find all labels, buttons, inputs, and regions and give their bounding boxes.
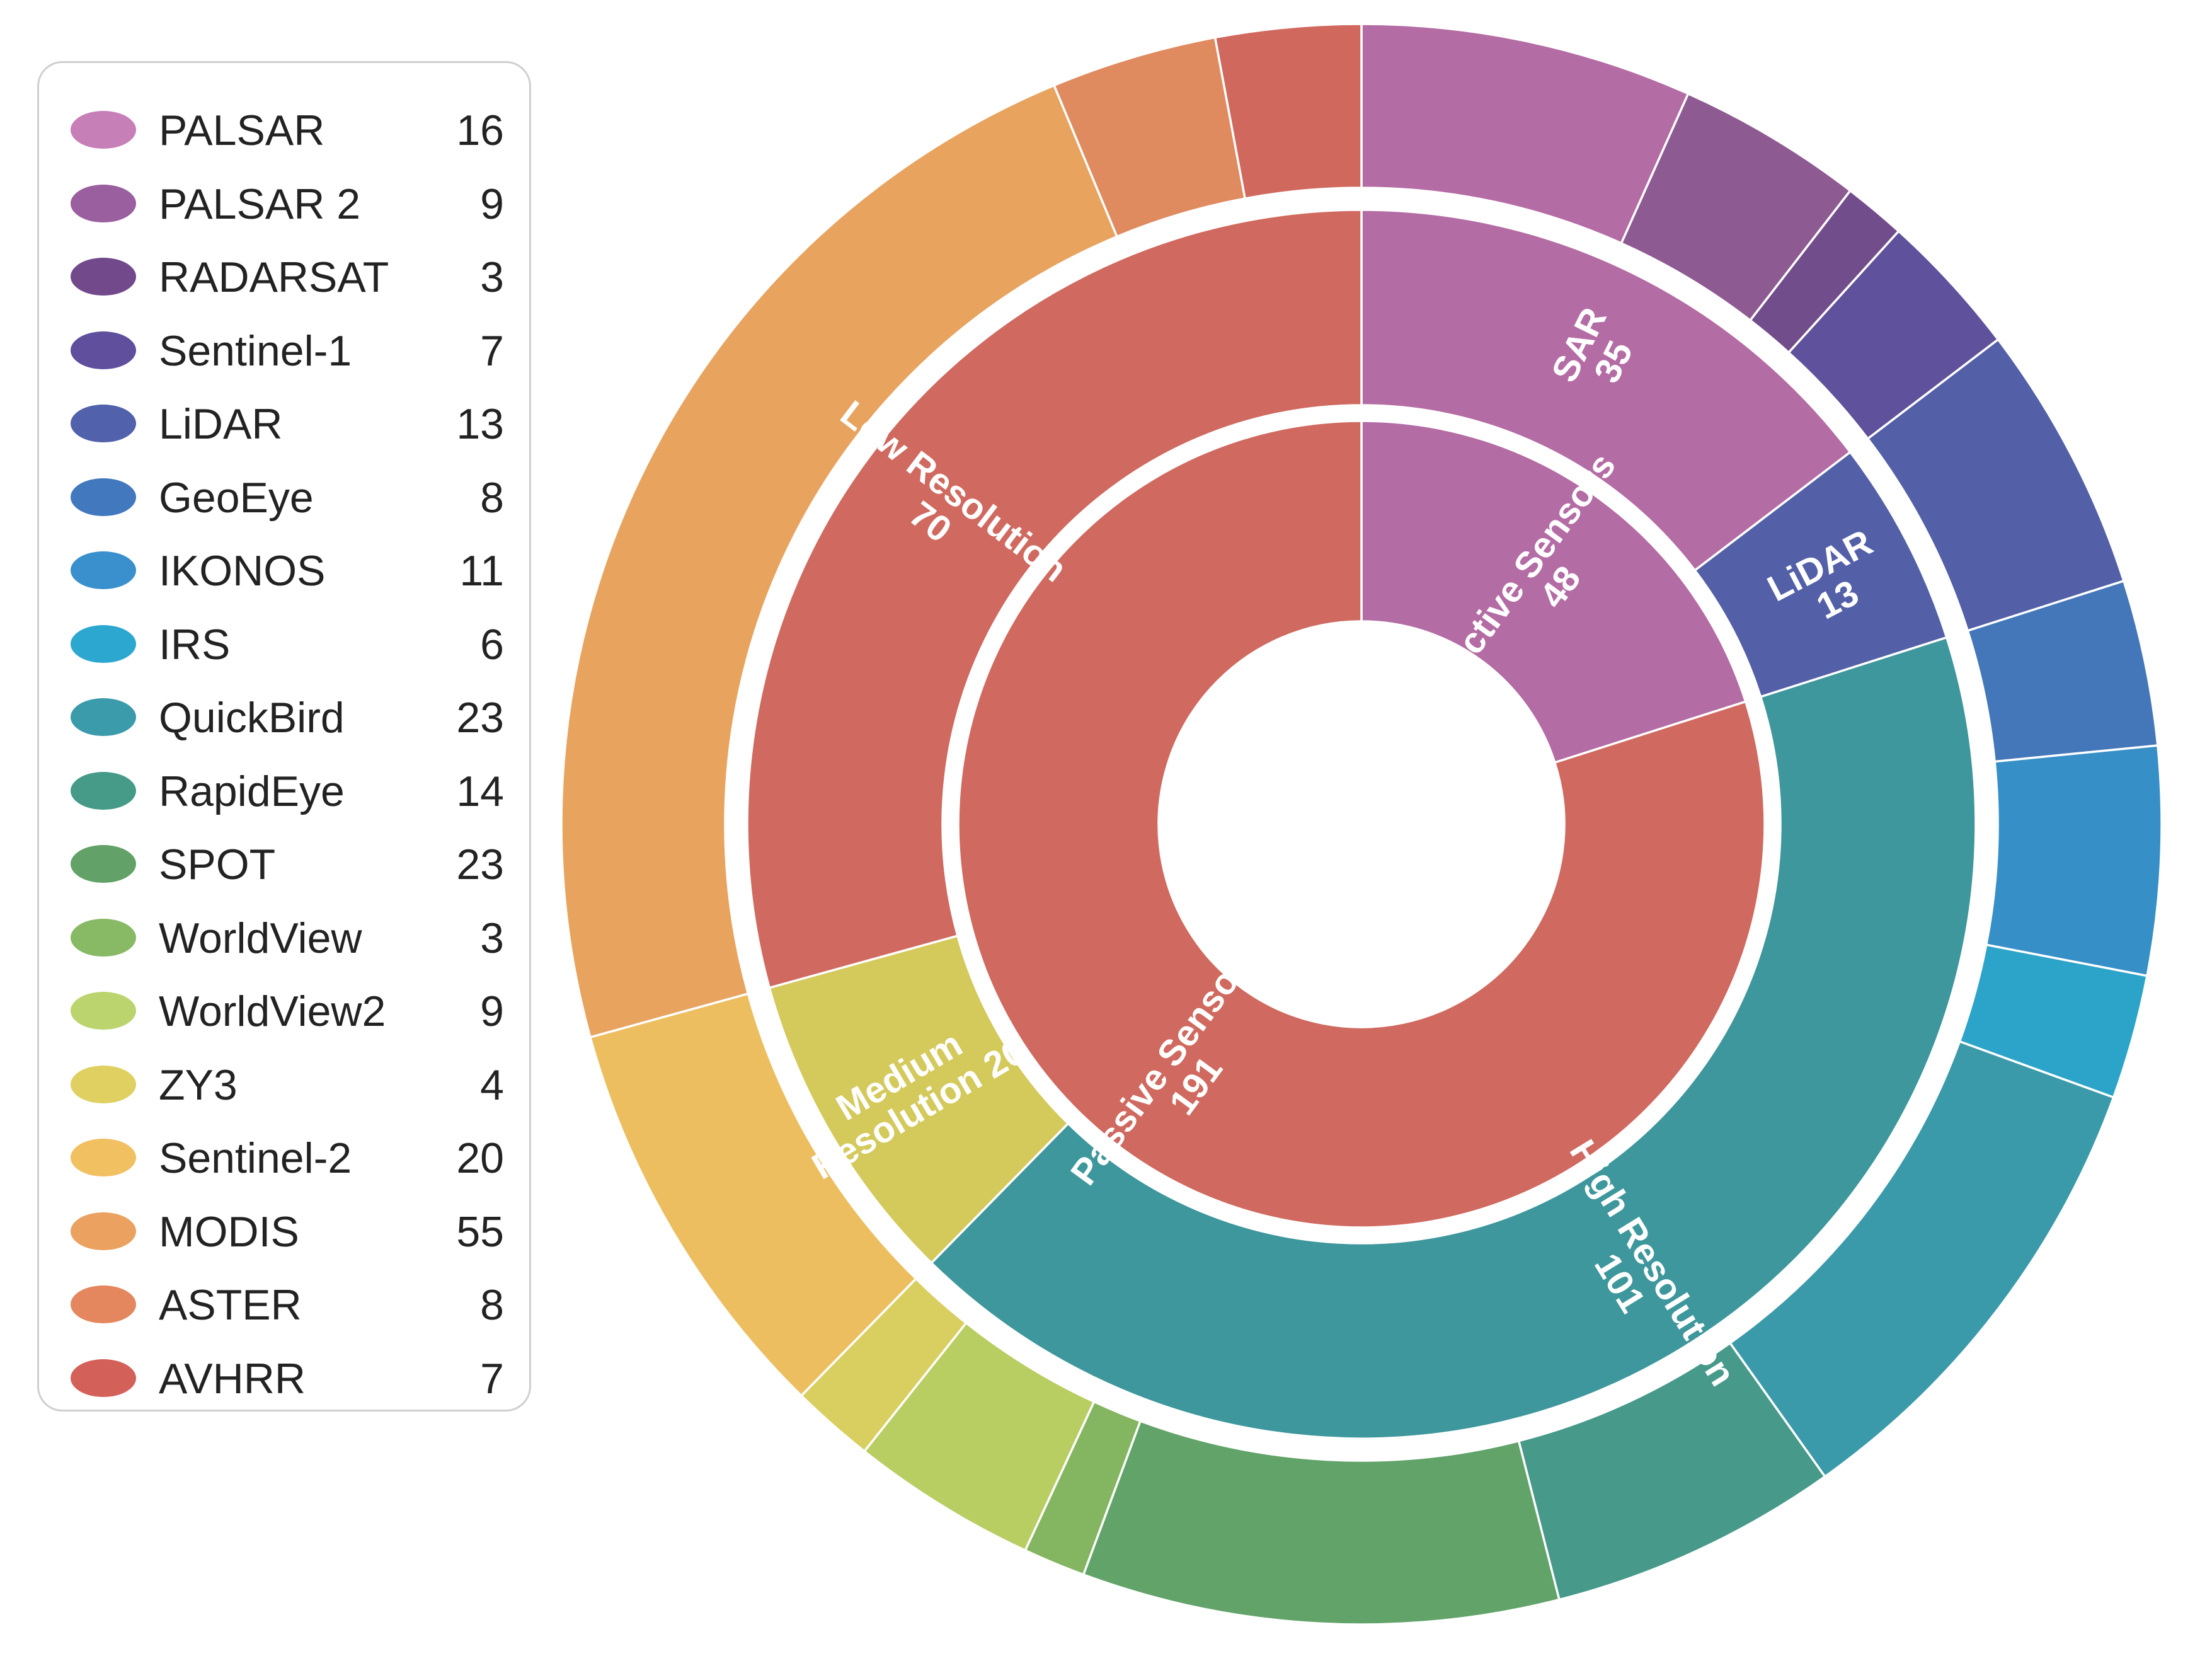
- legend-swatch: [71, 111, 136, 149]
- legend-swatch: [71, 184, 136, 222]
- legend-label: GeoEye: [159, 473, 314, 522]
- sensor-type-segment-passive-sensors: [957, 420, 1766, 1229]
- legend-swatch: [71, 478, 136, 516]
- legend-item-radarsat: RADARSAT 3: [39, 243, 529, 312]
- legend-value: 8: [480, 1281, 504, 1329]
- legend-value: 55: [456, 1207, 504, 1256]
- legend-item-palsar: PALSAR 16: [39, 96, 529, 165]
- legend-value: 7: [480, 1354, 504, 1403]
- legend-label: PALSAR 2: [159, 180, 361, 228]
- legend-item-worldview2: WorldView2 9: [39, 977, 529, 1046]
- legend-swatch: [71, 771, 136, 810]
- legend-value: 3: [480, 914, 504, 962]
- legend-label: ZY3: [159, 1061, 238, 1109]
- sensor-segment-spot: [1082, 1419, 1561, 1626]
- legend-swatch: [71, 331, 136, 369]
- legend-swatch: [71, 918, 136, 957]
- legend-swatch: [71, 698, 136, 736]
- legend-value: 11: [459, 547, 504, 595]
- legend-swatch: [71, 1285, 136, 1323]
- legend-label: Sentinel-2: [159, 1134, 352, 1182]
- legend-swatch: [71, 1065, 136, 1103]
- legend-item-aster: ASTER 8: [39, 1270, 529, 1340]
- legend-label: AVHRR: [159, 1354, 306, 1403]
- category-segment-sar: [1360, 209, 1852, 572]
- legend-label: WorldView: [159, 914, 362, 962]
- legend-value: 3: [480, 253, 504, 301]
- legend-item-modis: MODIS 55: [39, 1197, 529, 1267]
- legend-item-sentinel-2: Sentinel-2 20: [39, 1124, 529, 1193]
- sensor-type-segment-active-sensors: [1360, 420, 1747, 764]
- legend-swatch: [71, 405, 136, 442]
- sensor-segment-modis: [560, 84, 1119, 1039]
- legend-value: 23: [456, 694, 504, 742]
- legend-label: RADARSAT: [159, 253, 389, 301]
- legend-label: LiDAR: [159, 400, 283, 448]
- legend-item-irs: IRS 6: [39, 610, 529, 679]
- legend-swatch: [71, 992, 136, 1030]
- sensor-segment-ikonos: [1985, 744, 2163, 977]
- legend-value: 9: [480, 180, 504, 228]
- legend-item-palsar-2: PALSAR 2 9: [39, 170, 529, 239]
- legend-swatch: [71, 624, 136, 663]
- legend-value: 7: [480, 326, 504, 375]
- legend-label: MODIS: [159, 1207, 299, 1256]
- legend-value: 16: [456, 106, 504, 154]
- legend-item-quickbird: QuickBird 23: [39, 683, 529, 752]
- legend-item-rapideye: RapidEye 14: [39, 757, 529, 826]
- legend: PALSAR 16 PALSAR 2 9 RADARSAT 3 Sentinel-1 7 LiD…: [37, 61, 531, 1412]
- legend-swatch: [71, 1139, 136, 1176]
- legend-swatch: [71, 1212, 136, 1250]
- legend-value: 20: [456, 1134, 504, 1182]
- legend-value: 4: [480, 1061, 504, 1109]
- legend-item-geoeye: GeoEye 8: [39, 463, 529, 532]
- legend-label: SPOT: [159, 841, 276, 888]
- legend-item-sentinel-1: Sentinel-1 7: [39, 316, 529, 386]
- legend-value: 9: [480, 987, 504, 1035]
- legend-label: ASTER: [159, 1281, 302, 1329]
- legend-value: 14: [456, 767, 504, 815]
- legend-swatch: [71, 258, 136, 296]
- legend-label: PALSAR: [159, 106, 325, 154]
- legend-value: 8: [480, 473, 504, 522]
- legend-item-ikonos: IKONOS 11: [39, 536, 529, 606]
- sensor-segment-avhrr: [1213, 23, 1363, 200]
- legend-item-worldview: WorldView 3: [39, 904, 529, 973]
- legend-label: IRS: [159, 620, 231, 669]
- legend-item-avhrr: AVHRR 7: [39, 1344, 529, 1413]
- legend-swatch: [71, 1359, 136, 1397]
- legend-item-spot: SPOT 23: [39, 830, 529, 899]
- legend-label: WorldView2: [159, 987, 386, 1035]
- legend-label: RapidEye: [159, 767, 345, 815]
- legend-value: 6: [480, 620, 504, 669]
- legend-value: 13: [456, 400, 504, 448]
- legend-label: QuickBird: [159, 694, 345, 742]
- legend-swatch: [71, 551, 136, 589]
- legend-label: Sentinel-1: [159, 326, 352, 375]
- legend-item-zy3: ZY3 4: [39, 1050, 529, 1120]
- legend-item-lidar: LiDAR 13: [39, 389, 529, 459]
- legend-swatch: [71, 845, 136, 883]
- legend-label: IKONOS: [159, 547, 326, 595]
- legend-value: 23: [456, 841, 504, 888]
- category-segment-low-resolution: [746, 209, 1363, 989]
- category-segment-high-resolution: [929, 636, 1977, 1440]
